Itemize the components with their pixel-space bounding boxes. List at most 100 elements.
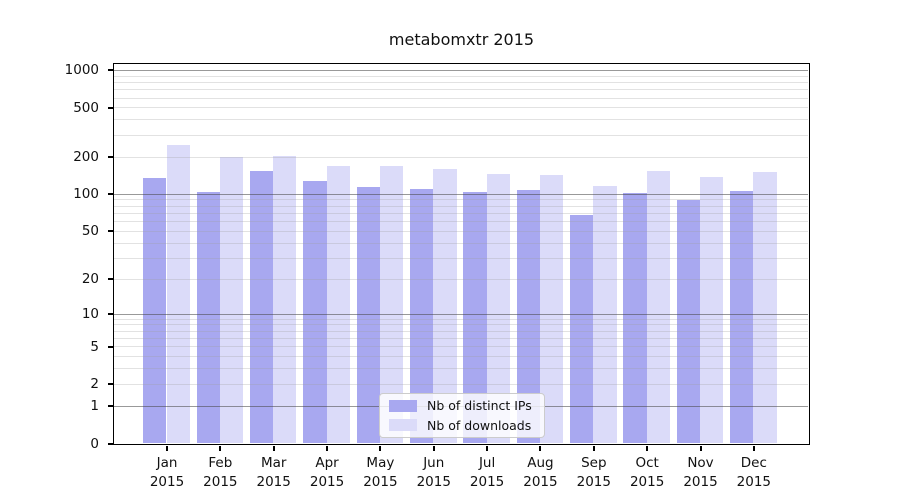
gridline	[114, 278, 808, 280]
gridline	[114, 119, 808, 121]
gridline	[114, 82, 808, 83]
gridline	[114, 330, 808, 332]
y-tick-mark	[108, 442, 113, 445]
bar-distinct-ips	[570, 215, 594, 443]
x-tick-label: May 2015	[363, 455, 398, 490]
gridline	[114, 107, 808, 109]
y-tick-mark	[108, 278, 113, 281]
x-axis: Jan 2015 Feb 2015 Mar 2015 Apr 2015 May 2015 Jun 20…	[113, 445, 810, 500]
y-tick-label: 5	[90, 338, 99, 355]
bar-downloads	[700, 176, 724, 443]
x-tick-mark	[166, 446, 168, 451]
y-tick-label: 200	[73, 149, 99, 166]
x-tick-mark	[326, 446, 329, 451]
bar-distinct-ips	[356, 187, 380, 443]
bar-downloads	[273, 155, 297, 443]
y-tick-label: 0	[90, 435, 99, 452]
bar-distinct-ips	[676, 200, 700, 443]
bar-downloads	[433, 168, 457, 443]
bar-downloads	[166, 144, 190, 443]
gridline	[114, 134, 808, 136]
y-tick-label: 1000	[64, 62, 99, 79]
gridline	[114, 212, 808, 214]
gridline	[114, 205, 808, 207]
bar-distinct-ips	[730, 190, 754, 443]
gridline	[114, 221, 808, 222]
bar-downloads	[326, 165, 350, 443]
x-tick-label: Aug 2015	[523, 455, 558, 490]
y-tick-label: 2	[90, 376, 99, 393]
y-tick-mark	[108, 405, 113, 408]
bar-distinct-ips	[303, 180, 327, 443]
y-tick-mark	[108, 383, 113, 386]
bar-downloads	[219, 157, 244, 443]
bar-downloads	[593, 186, 617, 443]
x-tick-label: Jul 2015	[469, 455, 505, 490]
bar-downloads	[646, 171, 670, 443]
y-tick-mark	[108, 156, 113, 159]
gridline	[114, 97, 808, 99]
y-tick-mark	[108, 106, 113, 109]
gridline	[114, 383, 808, 385]
y-tick-label: 50	[81, 223, 99, 240]
bar-distinct-ips	[196, 192, 220, 443]
legend-swatch-downloads	[389, 419, 417, 432]
gridline	[114, 356, 808, 358]
legend: Nb of distinct IPs Nb of downloads	[379, 393, 545, 438]
bar-distinct-ips	[409, 188, 434, 443]
x-tick-mark	[219, 446, 222, 451]
y-axis: 0 1 2 5 10 20 50 100 200 500 1000	[0, 62, 113, 452]
gridline	[114, 313, 808, 315]
gridline	[114, 69, 808, 71]
x-tick-mark	[592, 446, 595, 451]
y-tick-mark	[108, 345, 113, 348]
gridline	[114, 337, 808, 339]
bar-distinct-ips	[463, 191, 487, 443]
x-tick-label: Nov 2015	[683, 455, 718, 490]
x-tick-label: Jan 2015	[149, 455, 185, 490]
legend-entry-distinct-ips: Nb of distinct IPs	[389, 398, 535, 414]
x-tick-mark	[699, 446, 702, 451]
gridline	[114, 75, 808, 77]
y-tick-label: 20	[81, 271, 99, 288]
y-tick-mark	[108, 69, 113, 72]
x-tick-mark	[379, 446, 382, 451]
bar-downloads	[539, 174, 564, 443]
legend-label: Nb of downloads	[427, 417, 532, 433]
gridline	[114, 346, 808, 348]
legend-label: Nb of distinct IPs	[427, 398, 532, 414]
gridline	[114, 324, 808, 326]
gridline	[114, 242, 808, 244]
gridline	[114, 199, 808, 201]
gridline	[114, 89, 808, 91]
y-tick-label: 10	[81, 306, 99, 322]
plot-area: Nb of distinct IPs Nb of downloads	[113, 63, 810, 445]
y-tick-mark	[108, 230, 113, 233]
gridline	[114, 156, 808, 158]
y-tick-mark	[108, 313, 113, 315]
legend-swatch-distinct-ips	[389, 399, 417, 412]
bar-downloads	[486, 173, 510, 443]
x-tick-label: Apr 2015	[309, 455, 345, 490]
x-tick-mark	[752, 446, 755, 451]
legend-entry-downloads: Nb of downloads	[389, 418, 535, 434]
bars-layer	[114, 64, 808, 443]
gridline	[114, 257, 808, 259]
gridline	[114, 230, 808, 232]
x-tick-label: Oct 2015	[629, 455, 665, 490]
x-tick-mark	[432, 446, 435, 451]
gridline	[114, 193, 808, 195]
x-tick-mark	[486, 446, 489, 451]
grid-layer	[114, 64, 808, 443]
gridline	[114, 318, 808, 320]
chart-title: metabomxtr 2015	[388, 30, 535, 49]
y-tick-label: 1	[90, 398, 99, 415]
bar-downloads	[379, 165, 404, 443]
bar-distinct-ips	[516, 190, 540, 443]
y-tick-label: 500	[73, 99, 99, 116]
x-tick-label: Mar 2015	[256, 455, 291, 490]
x-tick-mark	[272, 446, 275, 451]
x-tick-label: Feb 2015	[203, 455, 238, 490]
x-tick-label: Dec 2015	[736, 455, 772, 490]
